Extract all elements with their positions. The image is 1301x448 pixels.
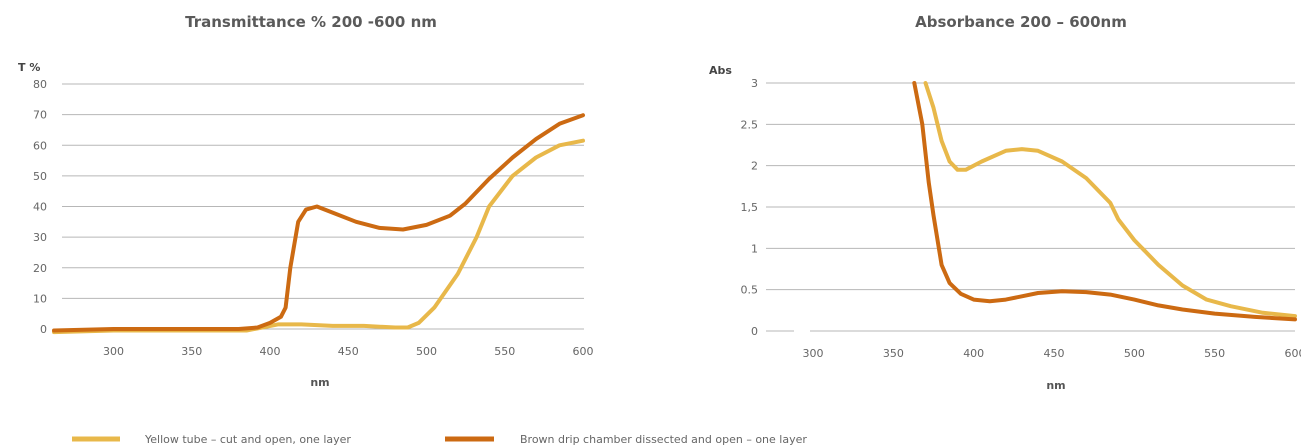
y-tick-label: 30 — [33, 231, 47, 244]
x-tick-label: 550 — [494, 345, 515, 358]
y-tick-label: 20 — [33, 262, 47, 275]
x-axis-label: nm — [310, 376, 329, 389]
x-tick-label: 300 — [103, 345, 124, 358]
y-tick-label: 2.5 — [741, 118, 759, 131]
x-tick-label: 350 — [883, 347, 904, 360]
x-tick-label: 600 — [1285, 347, 1301, 360]
y-tick-label: 1 — [751, 242, 758, 255]
y-tick-label: 1,5 — [741, 201, 759, 214]
gridlines — [766, 82, 1295, 332]
x-axis-label: nm — [1046, 379, 1065, 392]
x-tick-label: 300 — [803, 347, 824, 360]
legend: Yellow tube – cut and open, one layer Br… — [72, 433, 807, 446]
x-tick-label: 400 — [963, 347, 984, 360]
y-tick-label: 3 — [751, 77, 758, 90]
y-tick-label: 0.5 — [741, 284, 759, 297]
x-tick-label: 600 — [573, 345, 594, 358]
series-line-brown-drip-chamber — [912, 81, 1297, 322]
transmittance-chart: Transmittance % 200 -600 nm T % nm 0 10 20… — [18, 13, 594, 389]
x-tick-label: 500 — [416, 345, 437, 358]
x-tick-label: 450 — [338, 345, 359, 358]
y-tick-label: 80 — [33, 78, 47, 91]
gridlines — [62, 83, 584, 330]
y-axis-label: Abs — [709, 64, 732, 77]
y-tick-label: 40 — [33, 201, 47, 214]
series-line-brown-drip-chamber — [52, 113, 585, 333]
series-line-yellow-tube — [923, 81, 1297, 319]
series-line-yellow-tube — [52, 138, 585, 335]
y-tick-label: 50 — [33, 170, 47, 183]
y-tick-label: 2 — [751, 160, 758, 173]
y-tick-label: 70 — [33, 109, 47, 122]
y-axis-label: T % — [18, 61, 40, 74]
y-tick-label: 60 — [33, 139, 47, 152]
y-tick-label: 10 — [33, 292, 47, 305]
x-tick-label: 500 — [1124, 347, 1145, 360]
x-tick-label: 400 — [259, 345, 280, 358]
legend-label: Brown drip chamber dissected and open – … — [520, 433, 807, 446]
y-tick-label: 0 — [40, 323, 47, 336]
chart-title: Transmittance % 200 -600 nm — [185, 13, 437, 31]
absorbance-chart: Absorbance 200 – 600nm Abs nm 0 0.5 1 1,5 2 2… — [709, 13, 1301, 392]
y-tick-label: 0 — [751, 325, 758, 338]
chart-title: Absorbance 200 – 600nm — [915, 13, 1127, 31]
x-tick-label: 550 — [1204, 347, 1225, 360]
x-tick-label: 350 — [181, 345, 202, 358]
legend-label: Yellow tube – cut and open, one layer — [144, 433, 351, 446]
x-tick-label: 450 — [1044, 347, 1065, 360]
